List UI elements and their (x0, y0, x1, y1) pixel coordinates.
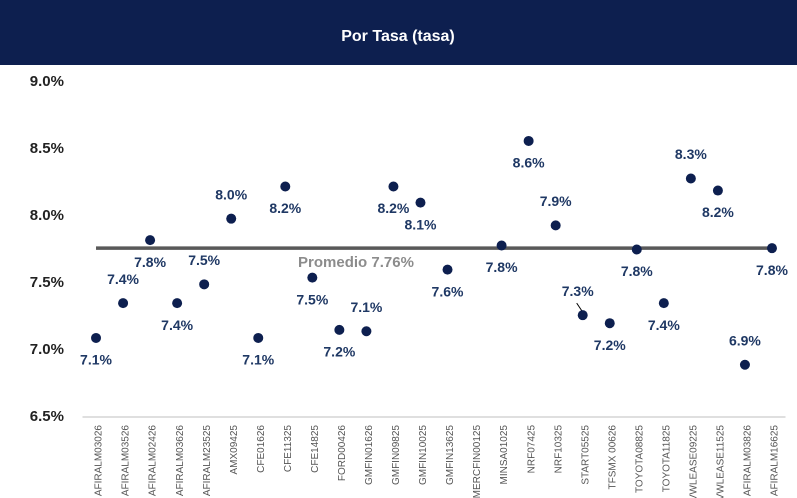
x-tick-label: GMFIN10025 (418, 425, 429, 485)
x-tick-label: TFSMX 00626 (607, 425, 618, 490)
point (361, 326, 372, 337)
value-label: 8.2% (702, 204, 734, 220)
point (388, 181, 399, 192)
value-label: 7.1% (350, 299, 382, 315)
value-label: 7.2% (594, 337, 626, 353)
point (685, 173, 696, 184)
point (442, 264, 453, 275)
x-tick-label: FORD00426 (337, 425, 348, 482)
point (415, 197, 426, 208)
x-tick-label: CFE11325 (283, 425, 294, 473)
x-tick-label: NRF10325 (553, 425, 564, 474)
point (658, 298, 669, 309)
x-tick-label: AFIRALM02426 (148, 425, 159, 497)
value-label: 7.4% (161, 317, 193, 333)
x-tick-label: VWLEASE09225 (689, 425, 700, 498)
value-label: 7.8% (756, 262, 788, 278)
y-tick-label: 6.5% (30, 408, 64, 425)
value-label: 8.0% (215, 186, 247, 202)
point (604, 318, 615, 329)
x-tick-label: AFIRALM03026 (94, 425, 105, 497)
x-tick-label: GMFIN09825 (391, 425, 402, 485)
value-label: 7.4% (107, 271, 139, 287)
value-label: 7.9% (540, 193, 572, 209)
value-label: 7.1% (242, 352, 274, 368)
x-tick-label: VWLEASE11525 (716, 425, 727, 498)
x-tick-label: MERCFIN00125 (472, 425, 483, 498)
y-tick-label: 9.0% (30, 73, 64, 90)
value-label: 7.1% (80, 352, 112, 368)
value-label: 7.8% (486, 259, 518, 275)
x-tick-label: TOYOTA11825 (661, 425, 672, 493)
average-label: Promedio 7.76% (298, 254, 414, 271)
x-tick-label: AFIRALM03526 (121, 425, 132, 497)
value-label: 7.5% (296, 291, 328, 307)
value-label: 8.2% (269, 200, 301, 216)
point (739, 359, 750, 370)
point (253, 332, 264, 343)
y-tick-label: 7.5% (30, 274, 64, 291)
point (307, 272, 318, 283)
point (280, 181, 291, 192)
value-label: 7.5% (188, 252, 220, 268)
x-tick-label: AFIRALM23525 (202, 425, 213, 497)
x-tick-label: NRF07425 (526, 425, 537, 474)
point (631, 244, 642, 255)
point (118, 298, 129, 309)
x-tick-label: START05525 (580, 425, 591, 485)
point (226, 213, 237, 224)
point (496, 240, 507, 251)
x-tick-label: AFIRALM03626 (175, 425, 186, 497)
x-tick-label: CFE14825 (310, 425, 321, 473)
y-tick-label: 7.0% (30, 341, 64, 358)
header-bar (0, 0, 797, 65)
y-tick-label: 8.5% (30, 140, 64, 157)
x-tick-label: GMFIN01626 (364, 425, 375, 485)
chart-title: Por Tasa (tasa) (341, 28, 455, 45)
point (550, 220, 561, 231)
value-label: 8.1% (405, 216, 437, 232)
value-label: 7.6% (432, 283, 464, 299)
value-label: 8.6% (513, 155, 545, 171)
point (766, 243, 777, 254)
x-tick-label: GMFIN13625 (445, 425, 456, 485)
value-label: 7.4% (648, 317, 680, 333)
value-label: 8.3% (675, 146, 707, 162)
point (172, 298, 183, 309)
value-label: 6.9% (729, 332, 761, 348)
value-label: 7.2% (323, 344, 355, 360)
point (145, 235, 156, 246)
point (334, 324, 345, 335)
x-tick-label: TOYOTA08825 (634, 425, 645, 493)
value-label: 7.3% (562, 283, 594, 299)
x-tick-label: AFIRALM03826 (743, 425, 754, 497)
point (577, 310, 588, 321)
point (199, 279, 210, 290)
x-tick-label: AFIRALM16625 (770, 425, 781, 497)
x-tick-label: AMX09425 (229, 425, 240, 475)
value-label: 7.8% (621, 263, 653, 279)
point (523, 135, 534, 146)
point (712, 185, 723, 196)
point (91, 332, 102, 343)
x-tick-label: MINSA01025 (499, 425, 510, 485)
value-label: 7.8% (134, 254, 166, 270)
value-label: 8.2% (377, 200, 409, 216)
x-tick-label: CFE01626 (256, 425, 267, 473)
y-tick-label: 8.0% (30, 207, 64, 224)
